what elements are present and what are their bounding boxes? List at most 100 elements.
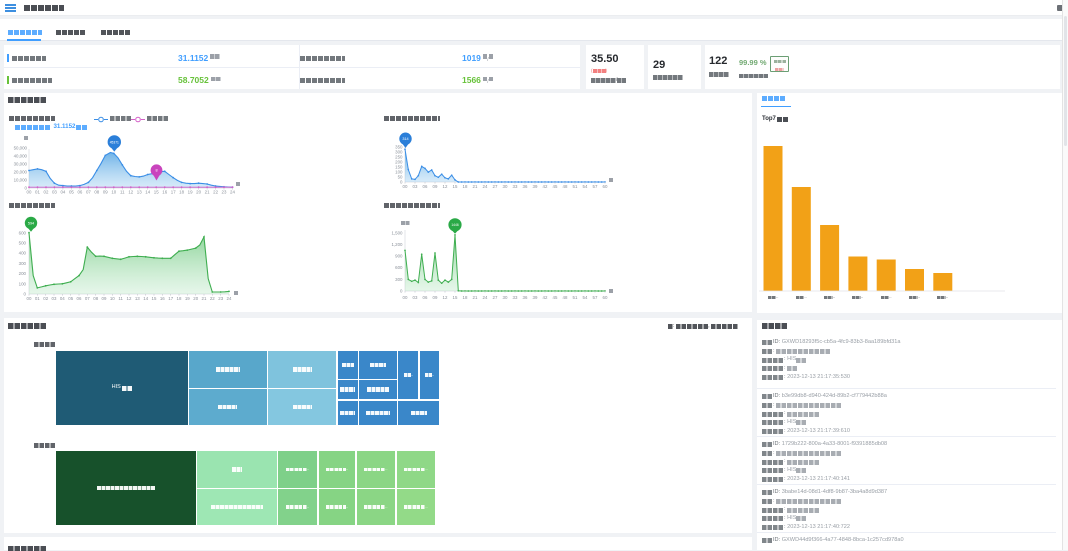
svg-text:45: 45 — [553, 295, 558, 300]
svg-text:30,000: 30,000 — [14, 162, 28, 167]
svg-text:21: 21 — [205, 190, 210, 195]
svg-text:11: 11 — [120, 190, 125, 195]
svg-text:12: 12 — [127, 296, 132, 301]
svg-text:08: 08 — [93, 296, 98, 301]
svg-text:19: 19 — [185, 296, 190, 301]
svg-text:594: 594 — [28, 221, 34, 225]
svg-text:1446: 1446 — [451, 223, 459, 227]
svg-text:06: 06 — [423, 184, 428, 189]
svg-text:10: 10 — [111, 190, 116, 195]
svg-text:09: 09 — [102, 296, 107, 301]
svg-text:01: 01 — [35, 296, 40, 301]
svg-text:18: 18 — [463, 295, 468, 300]
svg-text:06: 06 — [77, 296, 82, 301]
svg-text:48: 48 — [563, 295, 568, 300]
svg-text:33: 33 — [513, 184, 518, 189]
svg-text:400: 400 — [19, 251, 27, 256]
svg-text:0: 0 — [400, 180, 403, 185]
svg-text:150: 150 — [395, 165, 403, 170]
svg-text:24: 24 — [483, 295, 488, 300]
svg-text:39: 39 — [533, 184, 538, 189]
svg-text:15: 15 — [453, 184, 458, 189]
svg-text:1,500: 1,500 — [392, 230, 404, 235]
svg-text:02: 02 — [44, 190, 49, 195]
svg-text:42: 42 — [543, 184, 548, 189]
svg-text:39: 39 — [533, 295, 538, 300]
svg-text:09: 09 — [433, 184, 438, 189]
svg-text:07: 07 — [86, 190, 91, 195]
svg-text:200: 200 — [395, 160, 403, 165]
svg-text:200: 200 — [19, 271, 27, 276]
svg-text:30: 30 — [503, 184, 508, 189]
svg-text:21: 21 — [202, 296, 207, 301]
svg-text:15: 15 — [453, 295, 458, 300]
svg-text:54: 54 — [583, 295, 588, 300]
svg-text:8: 8 — [155, 169, 157, 173]
svg-text:12: 12 — [128, 190, 133, 195]
svg-text:300: 300 — [395, 149, 403, 154]
svg-text:09: 09 — [433, 295, 438, 300]
svg-text:0: 0 — [25, 186, 28, 191]
svg-text:06: 06 — [423, 295, 428, 300]
svg-text:600: 600 — [395, 265, 403, 270]
svg-text:16: 16 — [162, 190, 167, 195]
svg-text:0: 0 — [24, 292, 27, 297]
svg-text:100: 100 — [395, 170, 403, 175]
svg-text:27: 27 — [493, 295, 498, 300]
svg-text:40,000: 40,000 — [14, 154, 28, 159]
svg-text:900: 900 — [395, 254, 403, 259]
svg-text:36: 36 — [523, 295, 528, 300]
svg-text:42: 42 — [543, 295, 548, 300]
svg-text:60: 60 — [603, 184, 608, 189]
svg-text:24: 24 — [483, 184, 488, 189]
svg-text:08: 08 — [94, 190, 99, 195]
svg-text:10,000: 10,000 — [14, 178, 28, 183]
svg-text:57: 57 — [593, 184, 598, 189]
svg-text:06: 06 — [77, 190, 82, 195]
svg-text:13: 13 — [137, 190, 142, 195]
svg-text:03: 03 — [413, 184, 418, 189]
svg-text:250: 250 — [395, 154, 403, 159]
svg-text:17: 17 — [168, 296, 173, 301]
svg-text:20: 20 — [193, 296, 198, 301]
svg-text:12: 12 — [443, 295, 448, 300]
svg-text:16: 16 — [160, 296, 165, 301]
svg-text:04: 04 — [60, 296, 65, 301]
svg-text:03: 03 — [413, 295, 418, 300]
svg-text:15: 15 — [154, 190, 159, 195]
svg-text:45: 45 — [553, 184, 558, 189]
svg-text:05: 05 — [68, 296, 73, 301]
svg-text:05: 05 — [69, 190, 74, 195]
svg-text:54: 54 — [583, 184, 588, 189]
svg-text:45371: 45371 — [110, 140, 119, 144]
svg-text:350: 350 — [395, 144, 403, 149]
svg-text:20: 20 — [196, 190, 201, 195]
svg-text:500: 500 — [19, 241, 27, 246]
svg-text:24: 24 — [227, 296, 232, 301]
svg-text:23: 23 — [222, 190, 227, 195]
svg-text:100: 100 — [19, 281, 27, 286]
svg-text:314: 314 — [402, 137, 408, 141]
svg-text:27: 27 — [493, 184, 498, 189]
svg-text:03: 03 — [52, 296, 57, 301]
svg-text:50: 50 — [398, 175, 403, 180]
svg-text:14: 14 — [145, 190, 150, 195]
svg-text:01: 01 — [35, 190, 40, 195]
svg-text:30: 30 — [503, 295, 508, 300]
svg-text:00: 00 — [27, 190, 32, 195]
svg-text:18: 18 — [177, 296, 182, 301]
svg-text:22: 22 — [210, 296, 215, 301]
svg-text:1,200: 1,200 — [392, 242, 404, 247]
svg-text:23: 23 — [218, 296, 223, 301]
svg-text:19: 19 — [188, 190, 193, 195]
svg-text:18: 18 — [179, 190, 184, 195]
svg-text:57: 57 — [593, 295, 598, 300]
svg-text:22: 22 — [213, 190, 218, 195]
svg-text:300: 300 — [395, 277, 403, 282]
svg-text:50,000: 50,000 — [14, 146, 28, 151]
svg-text:07: 07 — [85, 296, 90, 301]
svg-text:10: 10 — [110, 296, 115, 301]
svg-text:18: 18 — [463, 184, 468, 189]
svg-text:24: 24 — [230, 190, 235, 195]
svg-text:14: 14 — [143, 296, 148, 301]
